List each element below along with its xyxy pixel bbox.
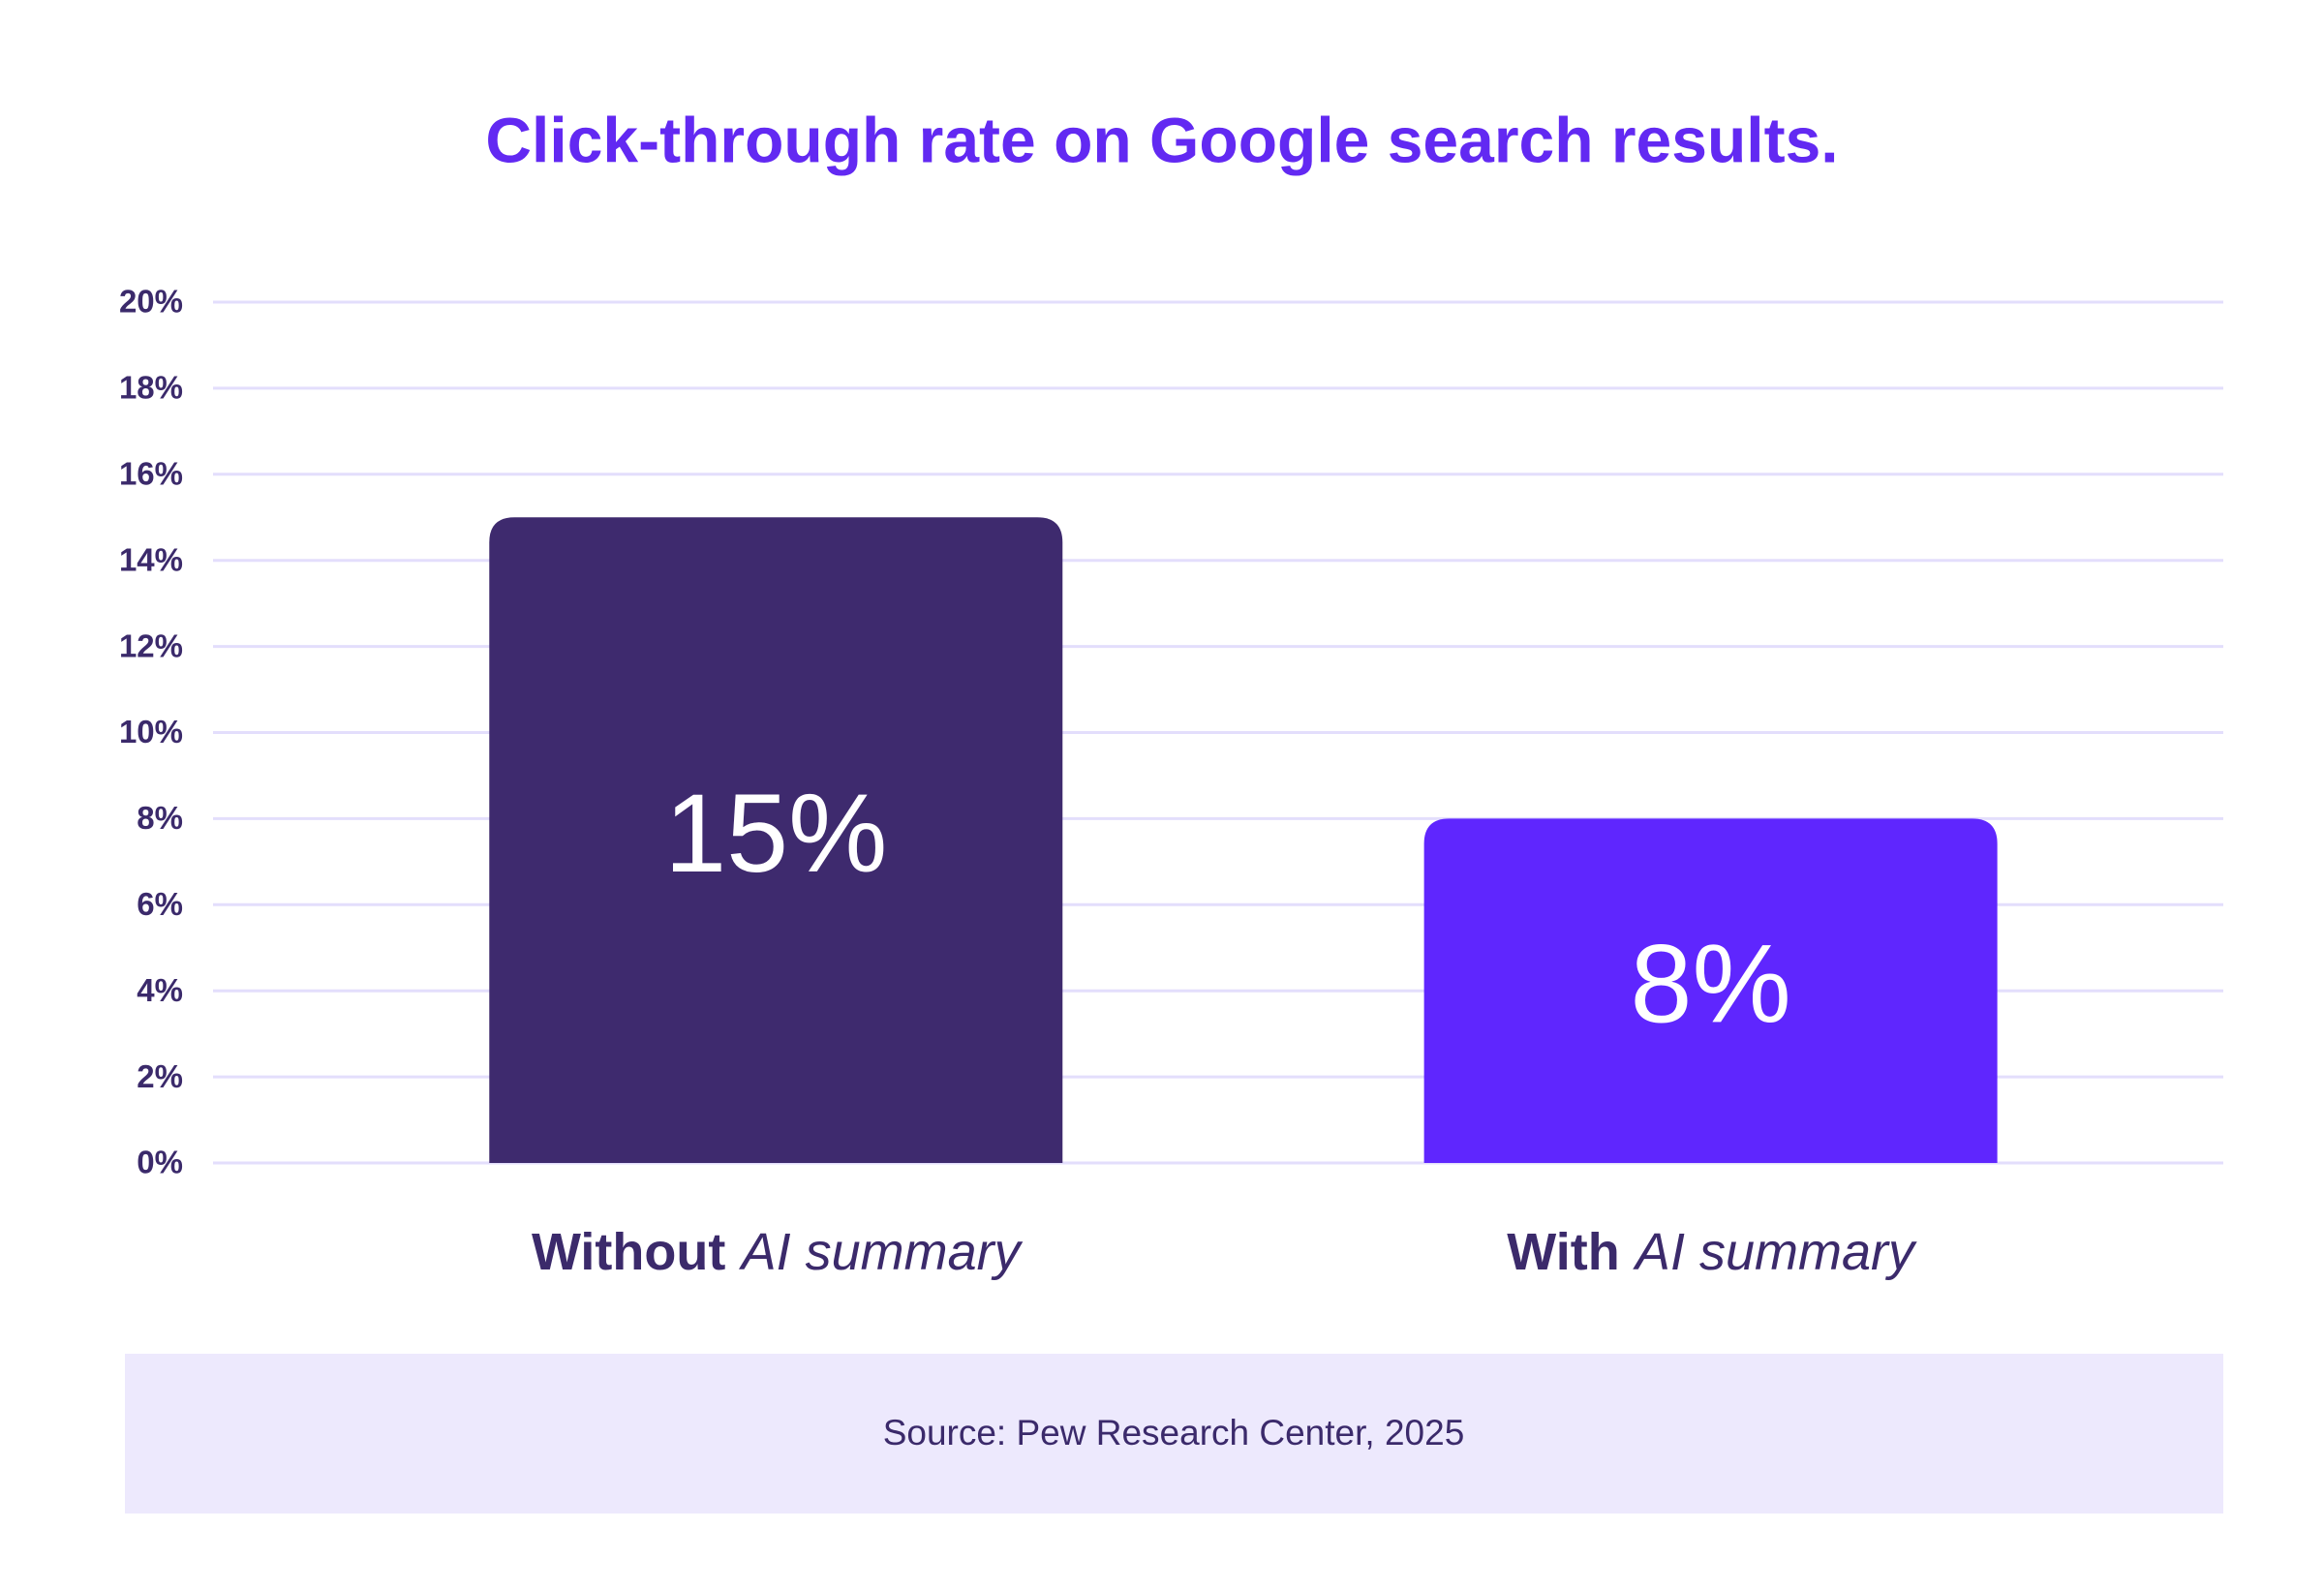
y-tick-label: 4% bbox=[137, 972, 183, 1008]
source-note: Source: Pew Research Center, 2025 bbox=[883, 1413, 1465, 1452]
y-tick-label: 12% bbox=[119, 627, 183, 663]
bar bbox=[489, 517, 1063, 1163]
y-tick-label: 16% bbox=[119, 456, 183, 492]
source-box bbox=[125, 1354, 2223, 1514]
y-tick-label: 18% bbox=[119, 370, 183, 406]
chart-title: Click-through rate on Google search resu… bbox=[485, 104, 1838, 175]
y-tick-label: 8% bbox=[137, 800, 183, 836]
category-main: With bbox=[1507, 1223, 1619, 1281]
y-tick-label: 10% bbox=[119, 714, 183, 749]
bar bbox=[1423, 818, 1998, 1163]
y-tick-label: 6% bbox=[137, 886, 183, 922]
x-tick-label: Without AI summary bbox=[532, 1223, 1024, 1281]
value-label: 15% bbox=[664, 772, 887, 896]
y-tick-label: 20% bbox=[119, 284, 183, 320]
value-label: 8% bbox=[1631, 923, 1791, 1047]
y-tick-label: 0% bbox=[137, 1145, 183, 1180]
y-tick-label: 2% bbox=[137, 1058, 183, 1094]
y-tick-label: 14% bbox=[119, 541, 183, 577]
category-main: Without bbox=[532, 1223, 725, 1281]
category-qualifier: AI summary bbox=[1633, 1223, 1917, 1281]
x-tick-label: With AI summary bbox=[1507, 1223, 1917, 1281]
category-qualifier: AI summary bbox=[739, 1223, 1024, 1281]
